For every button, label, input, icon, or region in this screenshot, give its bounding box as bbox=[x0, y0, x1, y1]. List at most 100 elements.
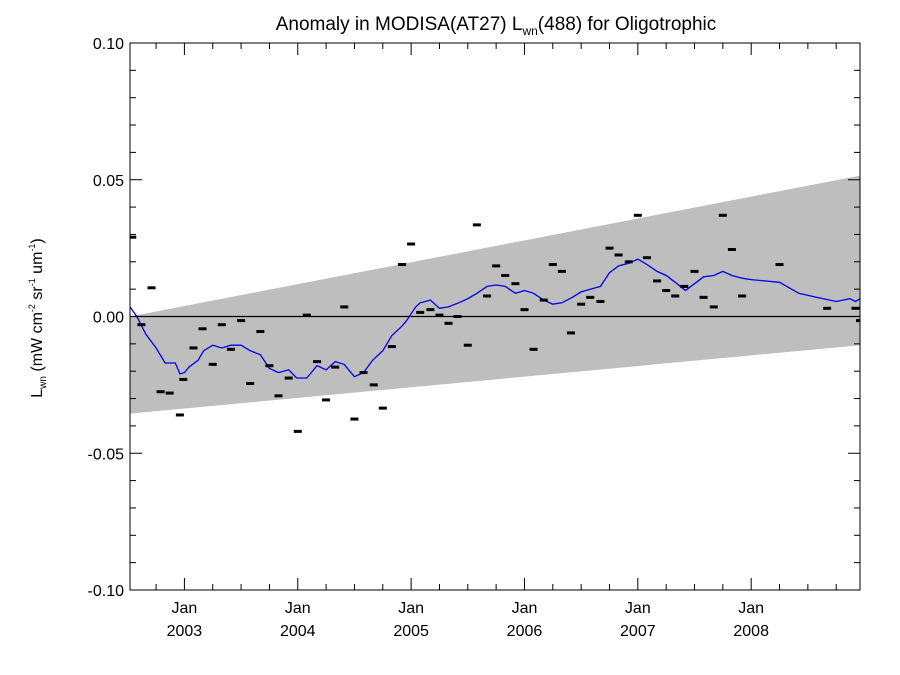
data-point bbox=[596, 299, 605, 303]
data-point bbox=[322, 398, 331, 402]
data-point bbox=[690, 269, 699, 273]
data-point bbox=[680, 284, 689, 288]
y-axis-label-sup2: -1 bbox=[27, 278, 37, 286]
data-point bbox=[709, 305, 718, 309]
y-axis-label: Lwn (mW cm-2 sr-1 um-1) bbox=[27, 238, 49, 398]
x-tick-label-year: 2008 bbox=[733, 623, 769, 640]
data-point bbox=[398, 263, 407, 267]
data-point bbox=[775, 263, 784, 267]
data-point bbox=[738, 294, 747, 298]
data-point bbox=[256, 330, 265, 334]
data-point bbox=[520, 308, 529, 312]
plot-area: 0.10 0.05 0.00 -0.05 -0.10 Jan 2003 Jan 2004 Jan 2… bbox=[88, 36, 861, 640]
y-tick-label: -0.10 bbox=[88, 583, 125, 600]
x-tick-label-year: 2004 bbox=[280, 623, 316, 640]
data-point bbox=[378, 406, 387, 410]
data-point bbox=[501, 273, 510, 277]
data-point bbox=[444, 321, 453, 325]
data-point bbox=[416, 310, 425, 314]
data-point bbox=[718, 213, 727, 217]
x-tick-label-year: 2006 bbox=[507, 623, 543, 640]
y-axis-label-sup3: -1 bbox=[27, 244, 37, 252]
x-tick-label-month: Jan bbox=[172, 600, 198, 617]
data-point bbox=[313, 360, 322, 364]
x-tick-label-year: 2003 bbox=[167, 623, 203, 640]
data-point bbox=[265, 364, 274, 368]
data-point bbox=[633, 213, 642, 217]
data-point bbox=[369, 383, 378, 387]
data-point bbox=[226, 347, 235, 351]
data-point bbox=[407, 242, 416, 246]
y-axis-label-units-mid: sr bbox=[29, 286, 46, 304]
data-point bbox=[624, 260, 633, 264]
x-tick-label-month: Jan bbox=[738, 600, 764, 617]
data-point bbox=[331, 365, 340, 369]
data-point bbox=[130, 235, 137, 239]
y-tick-label: 0.00 bbox=[93, 310, 124, 327]
data-point bbox=[237, 319, 246, 323]
x-tick-label-year: 2007 bbox=[620, 623, 656, 640]
y-axis-label-subscript: wn bbox=[38, 376, 49, 390]
y-axis-label-sup1: -2 bbox=[27, 304, 37, 312]
chart-title: Anomaly in MODISA(AT27) Lwn(488) for Oli… bbox=[276, 14, 717, 38]
data-point bbox=[198, 327, 207, 331]
data-point bbox=[293, 429, 302, 433]
data-point bbox=[577, 302, 586, 306]
data-point bbox=[586, 295, 595, 299]
data-point bbox=[165, 391, 174, 395]
data-point bbox=[246, 382, 255, 386]
data-point bbox=[566, 331, 575, 335]
data-point bbox=[179, 377, 188, 381]
data-point bbox=[492, 264, 501, 268]
y-tick-label: -0.05 bbox=[88, 446, 125, 463]
data-point bbox=[529, 347, 538, 351]
data-point bbox=[175, 413, 184, 417]
data-point bbox=[472, 223, 481, 227]
y-axis-label-units-end: ) bbox=[29, 238, 46, 243]
x-tick-label-month: Jan bbox=[398, 600, 424, 617]
data-point bbox=[653, 279, 662, 283]
data-point bbox=[359, 371, 368, 375]
data-point bbox=[548, 263, 557, 267]
data-point bbox=[539, 298, 548, 302]
uncertainty-band bbox=[130, 175, 860, 414]
x-tick-label-month: Jan bbox=[285, 600, 311, 617]
data-point bbox=[605, 246, 614, 250]
data-point bbox=[189, 346, 198, 350]
data-point bbox=[511, 282, 520, 286]
data-point bbox=[302, 313, 311, 317]
data-point bbox=[463, 343, 472, 347]
data-point bbox=[426, 308, 435, 312]
data-point bbox=[284, 376, 293, 380]
chart-title-main: Anomaly in MODISA(AT27) L bbox=[276, 14, 523, 35]
data-point bbox=[662, 289, 671, 293]
chart-title-subscript: wn bbox=[521, 24, 537, 38]
data-point bbox=[851, 306, 860, 310]
data-point bbox=[217, 323, 226, 327]
x-tick-label-month: Jan bbox=[625, 600, 651, 617]
chart-title-tail: (488) for Oligotrophic bbox=[538, 14, 716, 35]
data-point bbox=[671, 294, 680, 298]
y-tick-label: 0.10 bbox=[93, 36, 124, 53]
y-axis-label-units-mid2: um bbox=[29, 252, 46, 279]
y-tick-label: 0.05 bbox=[93, 173, 124, 190]
data-point bbox=[453, 315, 462, 318]
data-point bbox=[823, 306, 832, 310]
data-point bbox=[727, 247, 736, 251]
y-axis-label-units: (mW cm bbox=[29, 312, 46, 372]
data-point bbox=[614, 253, 623, 257]
data-point bbox=[387, 345, 396, 349]
data-point bbox=[147, 286, 156, 290]
y-axis-label-main: L bbox=[29, 389, 46, 398]
data-point bbox=[483, 294, 492, 298]
data-point bbox=[856, 319, 860, 323]
data-point bbox=[340, 305, 349, 309]
data-point bbox=[642, 256, 651, 260]
x-tick-label-year: 2005 bbox=[393, 623, 429, 640]
data-point bbox=[699, 295, 708, 299]
trend-line bbox=[129, 258, 861, 379]
data-point bbox=[274, 394, 283, 398]
data-point bbox=[208, 362, 217, 366]
data-point bbox=[557, 269, 566, 273]
